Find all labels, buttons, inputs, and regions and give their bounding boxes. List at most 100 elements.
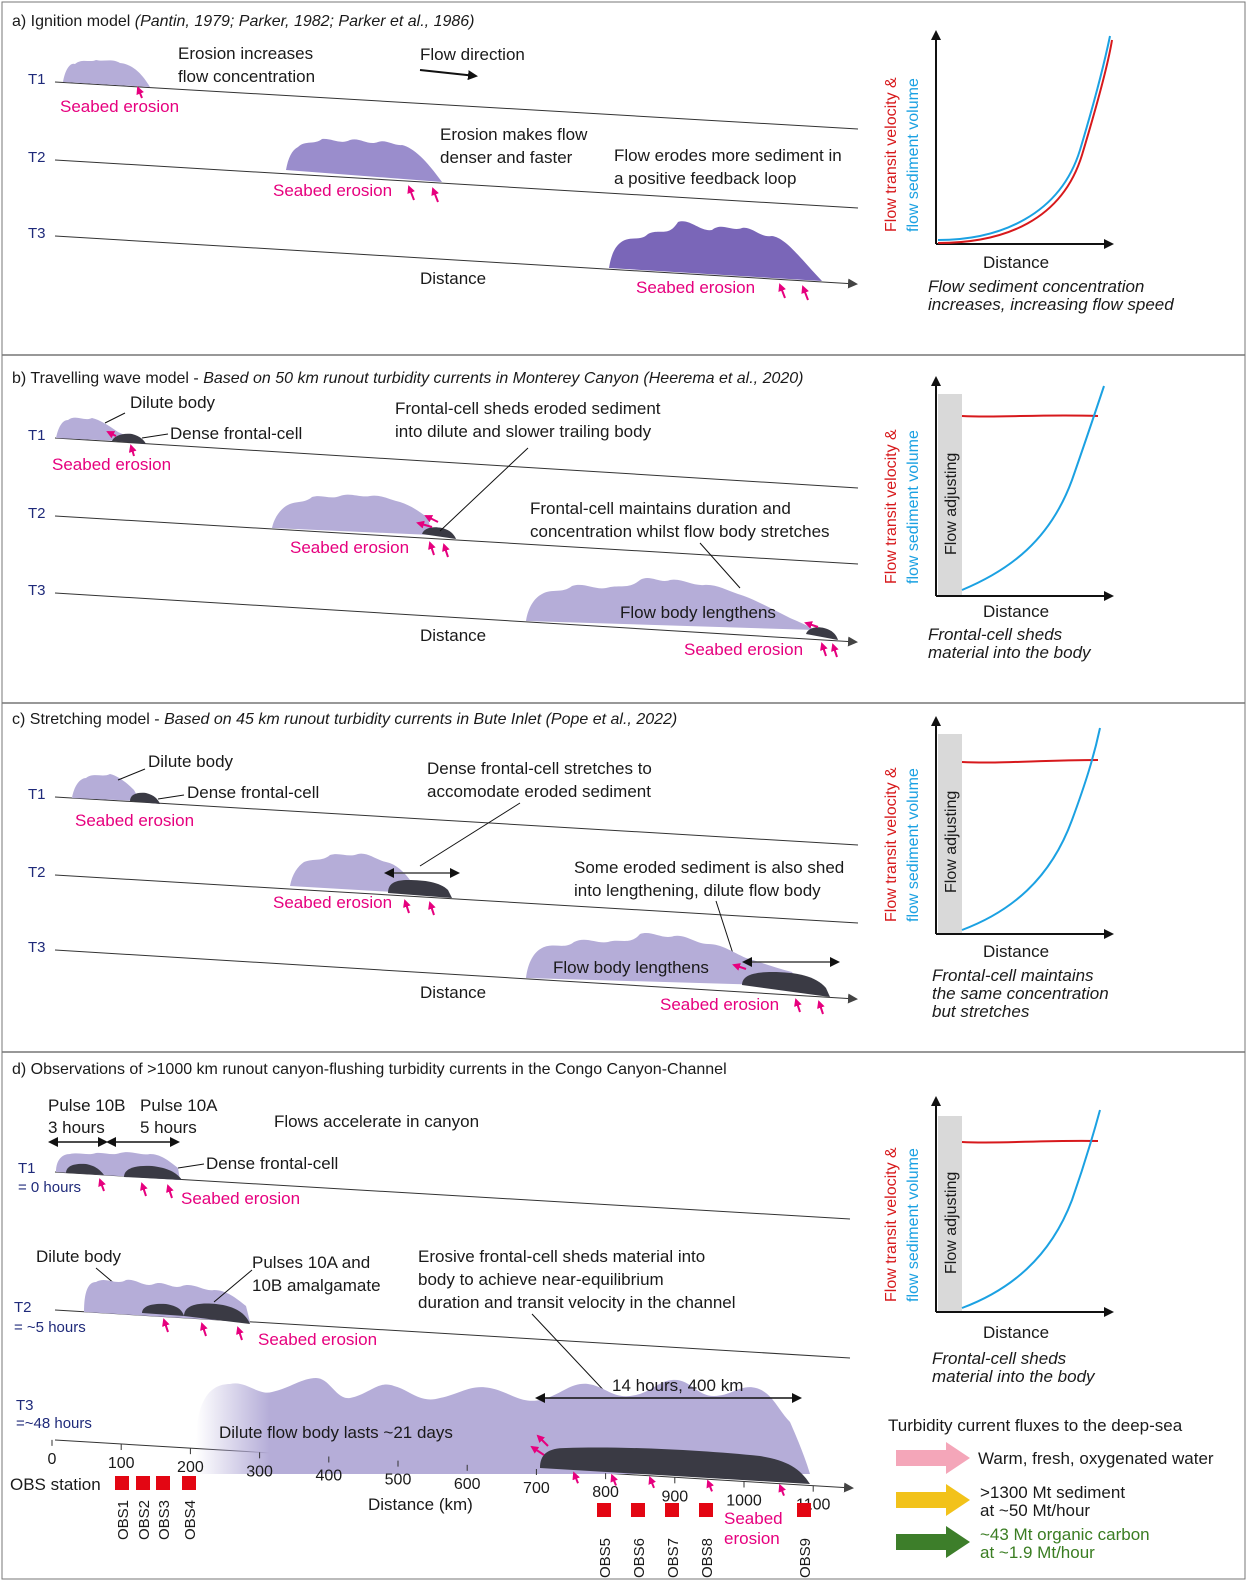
velocity-curve [937, 39, 1113, 244]
note-maintains-2: concentration whilst flow body stretches [530, 522, 830, 541]
distance-label: Distance [420, 983, 486, 1002]
flow-body-t1 [63, 60, 150, 87]
flux-legend-title: Turbidity current fluxes to the deep-sea [888, 1416, 1183, 1435]
graph-x-label: Distance [983, 602, 1049, 621]
flow-body-t3 [609, 221, 822, 281]
leader-line [104, 412, 126, 424]
obs-station-label-item: OBS7 [665, 1538, 682, 1578]
flow-body-t2 [272, 494, 432, 535]
time-label-t3: T3 [28, 939, 46, 956]
graph-x-label: Distance [983, 942, 1049, 961]
note-erosive-3: duration and transit velocity in the cha… [418, 1293, 736, 1312]
flux-arrow-water [896, 1442, 970, 1474]
graph-caption-2: the same concentration [932, 984, 1109, 1003]
distance-km-label: Distance (km) [368, 1495, 473, 1514]
panel-a: a) Ignition model (Pantin, 1979; Parker,… [12, 13, 1174, 314]
time-label-t2: T2 [28, 149, 46, 166]
flux-water-label: Warm, fresh, oxygenated water [978, 1449, 1214, 1468]
seabed-line-t1 [54, 81, 859, 130]
obs-station-label-item: OBS4 [182, 1500, 199, 1540]
flow-direction-label: Flow direction [420, 45, 525, 64]
panel-a-title: a) Ignition model (Pantin, 1979; Parker,… [12, 13, 475, 30]
frontal-cell-10b [142, 1303, 184, 1316]
tick-label: 500 [385, 1472, 412, 1489]
note-stretches-2: accomodate eroded sediment [427, 782, 651, 801]
leader-line [213, 1269, 253, 1303]
seabed-erosion-label: Seabed erosion [75, 811, 194, 830]
seabed-line-t1 [54, 437, 859, 489]
erosion-arrow [403, 899, 411, 914]
flow-adjusting-band [938, 734, 962, 934]
graph-y-label-velocity: Flow transit velocity & [883, 1147, 900, 1302]
graph-x-label: Distance [983, 1323, 1049, 1342]
flux-legend: Turbidity current fluxes to the deep-sea… [888, 1416, 1214, 1562]
flux-carbon-label-2: at ~1.9 Mt/hour [980, 1543, 1095, 1562]
seabed-erosion-label: Seabed erosion [60, 97, 179, 116]
flow-adjusting-band [938, 394, 962, 596]
obs-stations: OBS1 OBS2 OBS3 OBS4 OBS5 OBS6 OBS7 OBS8 OBS9 [115, 1476, 814, 1578]
flow-body-t3 [526, 933, 800, 986]
dense-frontal-label: Dense frontal-cell [187, 783, 319, 802]
shed-arrow [416, 520, 433, 529]
tick-label: 600 [454, 1476, 481, 1493]
flow-adjusting-band [938, 1116, 962, 1312]
erosion-arrow [200, 1322, 208, 1337]
erosion-arrow [801, 285, 809, 301]
graph-x-label: Distance [983, 253, 1049, 272]
graph-y-label-velocity: Flow transit velocity & [883, 429, 900, 584]
note-sheds-1: Frontal-cell sheds eroded sediment [395, 399, 661, 418]
obs-station-label-item: OBS1 [115, 1500, 132, 1540]
erosion-arrow [166, 1184, 174, 1199]
pulse-10b-label: Pulse 10B [48, 1096, 126, 1115]
note-erosive-2: body to achieve near-equilibrium [418, 1270, 664, 1289]
time-label-t3: T3 [16, 1397, 34, 1414]
obs-station-label-item: OBS3 [156, 1500, 173, 1540]
erosion-arrow [778, 283, 786, 299]
flow-body-t2 [286, 138, 442, 182]
obs-station-label-item: OBS2 [136, 1500, 153, 1540]
tick-label: 1000 [726, 1492, 762, 1509]
pulse-10a-duration: 5 hours [140, 1118, 197, 1137]
seabed-erosion-label: Seabed erosion [660, 995, 779, 1014]
tick-label: 100 [108, 1455, 135, 1472]
shed-arrow [530, 1445, 545, 1456]
erosion-arrow [428, 901, 436, 916]
frontal-cell-t1 [112, 433, 146, 444]
note-feedback-2: a positive feedback loop [614, 169, 796, 188]
note-denser-faster-1: Erosion makes flow [440, 125, 588, 144]
graph-a: Flow transit velocity & flow sediment vo… [883, 30, 1174, 314]
tick-label: 800 [592, 1484, 619, 1501]
note-erosive-1: Erosive frontal-cell sheds material into [418, 1247, 705, 1266]
time-label-t2: T2 [14, 1299, 32, 1316]
graph-caption-2: material into the body [932, 1367, 1096, 1386]
shed-arrow [732, 963, 747, 971]
erosion-arrow [431, 187, 439, 203]
graph-caption-3: but stretches [932, 1002, 1030, 1021]
erosion-arrow [648, 1475, 656, 1489]
graph-caption-1: Frontal-cell maintains [932, 966, 1094, 985]
leader-line [141, 433, 169, 439]
obs-station-label-item: OBS6 [631, 1538, 648, 1578]
leader-line [157, 794, 185, 800]
leader-line [117, 768, 146, 781]
graph-caption-1: Flow sediment concentration [928, 277, 1144, 296]
flow-adjusting-label: Flow adjusting [943, 791, 960, 893]
obs-station-label-item: OBS8 [699, 1538, 716, 1578]
obs-station-marker [182, 1476, 196, 1490]
erosion-arrow [572, 1471, 580, 1484]
graph-c: Flow adjusting Flow transit velocity & f… [883, 716, 1114, 1021]
graph-y-label-velocity: Flow transit velocity & [883, 77, 900, 232]
graph-caption-2: increases, increasing flow speed [928, 295, 1174, 314]
frontal-cell-t1 [130, 792, 160, 804]
seabed-erosion-label: Seabed erosion [258, 1330, 377, 1349]
flow-direction-arrow [419, 69, 478, 81]
time-label-t1: T1 [28, 71, 46, 88]
pulse-10a-label: Pulse 10A [140, 1096, 218, 1115]
shed-arrow [424, 515, 439, 523]
dilute-body-label: Dilute body [130, 393, 216, 412]
note-shed-1: Some eroded sediment is also shed [574, 858, 844, 877]
obs-station-marker [156, 1476, 170, 1490]
velocity-curve [961, 759, 1099, 764]
seabed-erosion-label: Seabed erosion [52, 455, 171, 474]
time-label-t2: T2 [28, 505, 46, 522]
